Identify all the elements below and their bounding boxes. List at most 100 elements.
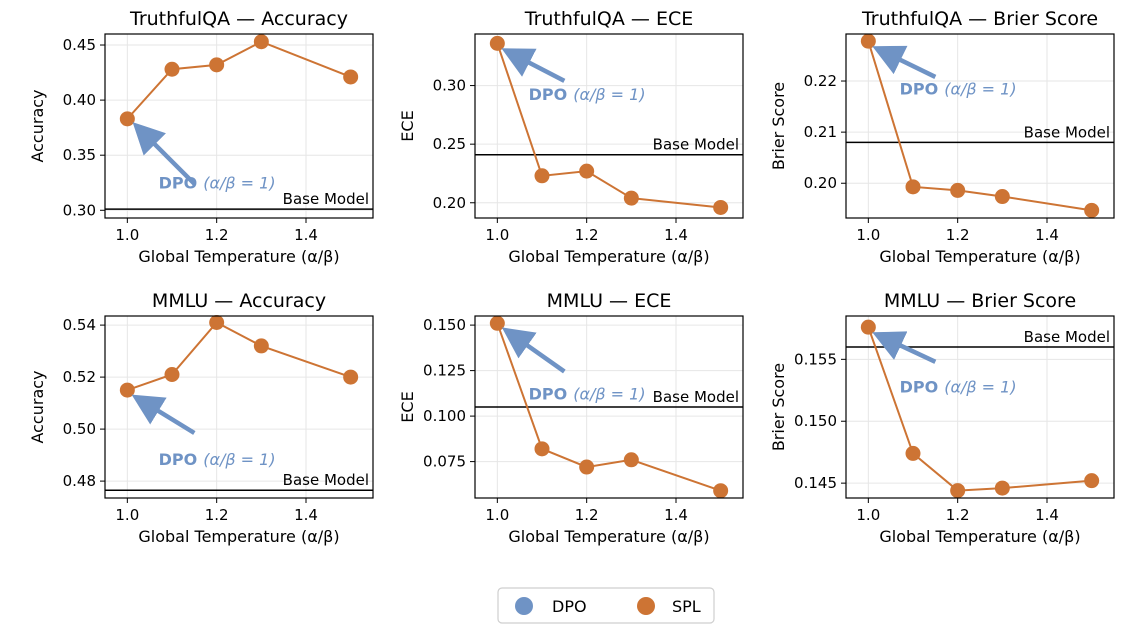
- spl-point: [623, 452, 639, 468]
- spl-point: [713, 483, 729, 499]
- x-axis-label: Global Temperature (α/β): [879, 247, 1080, 266]
- x-tick-label: 1.0: [856, 226, 880, 244]
- baseline-label: Base Model: [1024, 328, 1110, 346]
- x-tick-label: 1.2: [946, 506, 970, 524]
- y-tick-label: 0.100: [423, 407, 466, 425]
- legend-spl-marker: [637, 597, 655, 615]
- panel-mmlu-brier: Base Model DPO (α/β = 1) 1.0 1.2 1.4 0.145 0.15…: [769, 290, 1115, 546]
- y-tick-label: 0.35: [63, 146, 96, 164]
- spl-point: [905, 445, 921, 461]
- plot-frame: [474, 315, 744, 499]
- dpo-annotation-math: (α/β = 1): [573, 85, 645, 104]
- x-tick-label: 1.4: [294, 226, 318, 244]
- dpo-annotation-bold: DPO: [900, 80, 939, 99]
- baseline-label: Base Model: [1024, 123, 1110, 141]
- spl-point: [534, 168, 550, 184]
- spl-point: [343, 369, 359, 385]
- dpo-annotation-bold: DPO: [159, 174, 198, 193]
- spl-line: [867, 326, 1092, 492]
- plot-frame: [845, 315, 1115, 499]
- spl-point: [119, 111, 135, 127]
- y-tick-label: 0.30: [63, 201, 96, 219]
- spl-point: [489, 35, 505, 51]
- dpo-arrow: [131, 394, 196, 435]
- plot-frame: [104, 33, 374, 219]
- y-tick-label: 0.150: [423, 316, 466, 334]
- dpo-annotation-bold: DPO: [900, 378, 939, 397]
- x-axis-label: Global Temperature (α/β): [879, 527, 1080, 546]
- y-tick-label: 0.20: [804, 174, 837, 192]
- spl-point: [209, 57, 225, 73]
- dpo-annotation: DPO (α/β = 1): [900, 378, 1017, 397]
- y-axis-label: ECE: [398, 391, 417, 422]
- dpo-annotation-math: (α/β = 1): [944, 378, 1016, 397]
- x-tick-label: 1.2: [575, 226, 599, 244]
- x-tick-label: 1.2: [575, 506, 599, 524]
- y-tick-label: 0.145: [794, 474, 837, 492]
- dpo-annotation-bold: DPO: [529, 85, 568, 104]
- legend: DPO SPL: [497, 587, 715, 624]
- dpo-annotation-math: (α/β = 1): [944, 80, 1016, 99]
- spl-point: [489, 315, 505, 331]
- x-axis-label: Global Temperature (α/β): [508, 527, 709, 546]
- plot-frame: [845, 33, 1115, 219]
- y-axis-label: Accuracy: [28, 370, 47, 443]
- legend-frame: [497, 587, 715, 624]
- dpo-arrow: [132, 122, 196, 186]
- y-tick-label: 0.50: [63, 420, 96, 438]
- dpo-arrow: [501, 48, 566, 83]
- dpo-annotation-bold: DPO: [159, 450, 198, 469]
- spl-point: [994, 189, 1010, 205]
- spl-point: [623, 190, 639, 206]
- y-tick-label: 0.21: [804, 123, 837, 141]
- x-tick-label: 1.0: [485, 226, 509, 244]
- spl-point: [534, 441, 550, 457]
- spl-point: [119, 382, 135, 398]
- panel-tqa-acc: Base Model DPO (α/β = 1) 1.0 1.2 1.4 0.30 0.35 0…: [28, 8, 374, 266]
- y-axis-label: Brier Score: [769, 82, 788, 170]
- spl-point: [164, 367, 180, 382]
- y-axis-label: Accuracy: [28, 89, 47, 162]
- panel-tqa-brier: Base Model DPO (α/β = 1) 1.0 1.2 1.4 0.20 0.21 0…: [769, 8, 1115, 266]
- dpo-annotation-math: (α/β = 1): [573, 384, 645, 403]
- dpo-arrow: [872, 45, 937, 79]
- y-tick-label: 0.22: [804, 72, 837, 90]
- dpo-annotation: DPO (α/β = 1): [159, 174, 276, 193]
- dpo-annotation-bold: DPO: [529, 384, 568, 403]
- y-tick-label: 0.125: [423, 362, 466, 380]
- panel-title: MMLU — Brier Score: [884, 290, 1076, 312]
- x-tick-label: 1.0: [485, 506, 509, 524]
- panel-mmlu-acc: Base Model DPO (α/β = 1) 1.0 1.2 1.4 0.48 0.50 0…: [28, 290, 374, 546]
- y-tick-label: 0.45: [63, 36, 96, 54]
- plot-frame: [474, 33, 744, 219]
- spl-point: [994, 480, 1010, 496]
- spl-point: [950, 483, 966, 499]
- spl-point: [905, 179, 921, 195]
- x-tick-label: 1.4: [664, 226, 688, 244]
- baseline-label: Base Model: [283, 471, 369, 489]
- y-tick-label: 0.150: [794, 412, 837, 430]
- panel-title: MMLU — Accuracy: [152, 290, 326, 312]
- y-tick-label: 0.54: [63, 316, 96, 334]
- spl-point: [164, 61, 180, 77]
- spl-point: [209, 315, 225, 330]
- x-tick-label: 1.4: [294, 506, 318, 524]
- x-tick-label: 1.4: [1035, 506, 1059, 524]
- x-tick-label: 1.2: [205, 506, 229, 524]
- baseline-label: Base Model: [283, 190, 369, 208]
- x-axis-label: Global Temperature (α/β): [508, 247, 709, 266]
- dpo-annotation: DPO (α/β = 1): [529, 384, 646, 403]
- y-tick-label: 0.075: [423, 453, 466, 471]
- y-tick-label: 0.155: [794, 350, 837, 368]
- spl-point: [253, 338, 269, 354]
- panel-title: TruthfulQA — Brier Score: [861, 8, 1098, 30]
- panel-title: MMLU — ECE: [547, 290, 672, 312]
- baseline-label: Base Model: [653, 136, 739, 154]
- dpo-arrow: [872, 331, 937, 364]
- spl-point: [579, 459, 595, 475]
- y-tick-label: 0.52: [63, 368, 96, 386]
- spl-line: [126, 40, 352, 120]
- dpo-annotation-math: (α/β = 1): [203, 174, 275, 193]
- dpo-annotation: DPO (α/β = 1): [159, 450, 276, 469]
